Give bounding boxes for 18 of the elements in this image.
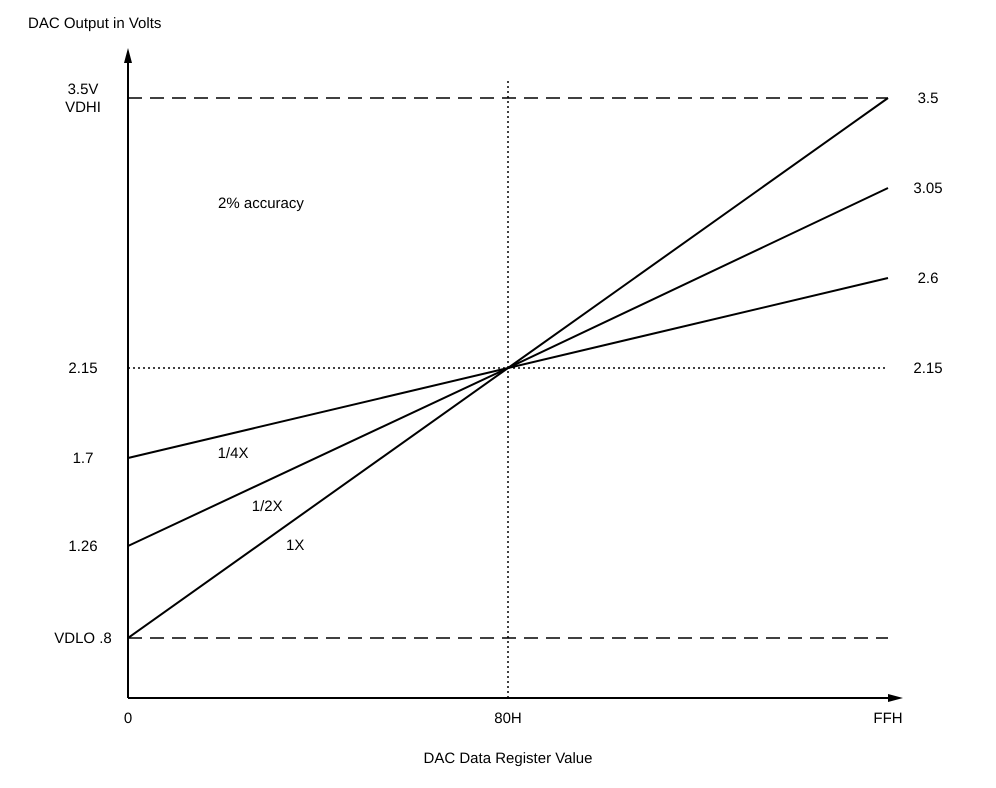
y-tick-label: 1.26 xyxy=(68,538,98,555)
x-tick-label: 80H xyxy=(494,710,522,727)
y-tick-label: VDLO .8 xyxy=(54,630,112,647)
y-tick-label: 3.5V VDHI xyxy=(65,81,101,116)
y2-tick-label: 3.5 xyxy=(918,90,938,107)
series-label: 1X xyxy=(286,537,304,554)
annotation: 2% accuracy xyxy=(218,195,304,212)
x-axis-title: DAC Data Register Value xyxy=(424,750,592,767)
series-label: 1/2X xyxy=(252,498,283,515)
y2-tick-label: 2.15 xyxy=(913,360,943,377)
y-tick-label: 1.7 xyxy=(72,450,94,467)
x-tick-label: 0 xyxy=(124,710,132,727)
y2-tick-label: 2.6 xyxy=(918,270,938,287)
x-tick-label: FFH xyxy=(873,710,903,727)
y2-tick-label: 3.05 xyxy=(913,180,943,197)
series-label: 1/4X xyxy=(218,445,248,462)
y-tick-label: 2.15 xyxy=(68,360,98,377)
y-axis-title: DAC Output in Volts xyxy=(28,15,162,32)
